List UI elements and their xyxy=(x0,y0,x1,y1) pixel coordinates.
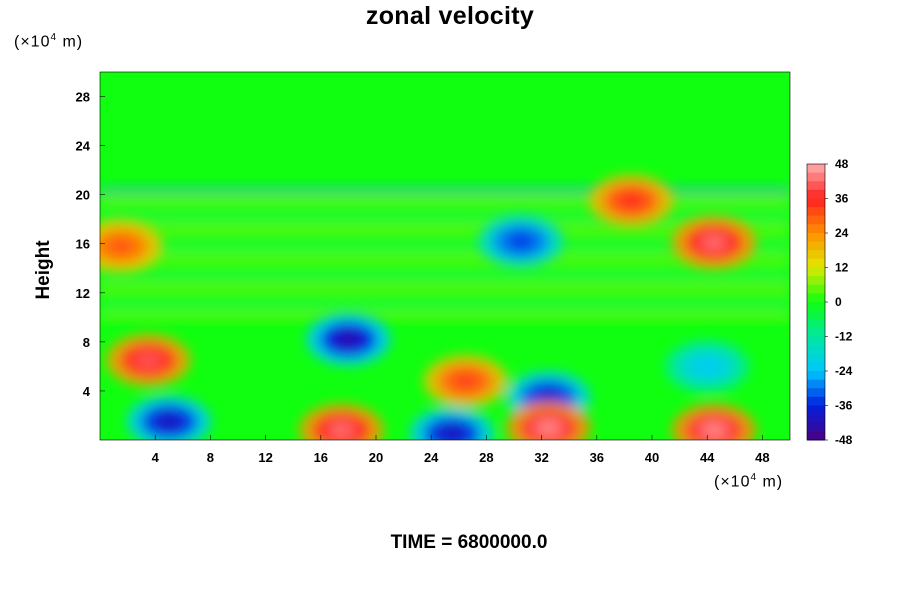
y-axis: 4 8 12 16 20 24 28 xyxy=(76,90,105,399)
colorbar-swatch xyxy=(807,172,825,182)
colorbar: 48 36 24 12 0 -12 -24 -36 -48 xyxy=(806,157,853,447)
y-axis-label: Height xyxy=(33,240,54,300)
colorbar-swatch xyxy=(807,164,825,174)
colorbar-swatch xyxy=(807,276,825,286)
turbulence-bands xyxy=(100,185,790,320)
heatmap-feature xyxy=(672,404,757,440)
chart-title: zonal velocity xyxy=(365,2,535,30)
y-tick-label: 12 xyxy=(76,286,90,301)
colorbar-swatch xyxy=(807,284,825,294)
heatmap-feature xyxy=(423,355,508,408)
colorbar-swatch xyxy=(807,267,825,277)
x-tick-label: 20 xyxy=(369,450,383,465)
plot-frame xyxy=(99,71,791,441)
colorbar-swatch xyxy=(807,371,825,381)
colorbar-swatch xyxy=(807,405,825,415)
heatmap-feature xyxy=(506,401,591,440)
colorbar-swatch xyxy=(807,353,825,363)
heatmap-feature xyxy=(478,215,563,268)
colorbar-swatch xyxy=(807,414,825,424)
colorbar-swatch xyxy=(807,302,825,312)
colorbar-tick-label: -48 xyxy=(835,433,853,447)
colorbar-tick-label: -36 xyxy=(835,399,853,413)
x-tick-label: 12 xyxy=(258,450,272,465)
colorbar-swatch xyxy=(807,224,825,234)
x-tick-label: 48 xyxy=(755,450,769,465)
y-tick-label: 20 xyxy=(76,188,90,203)
x-tick-label: 4 xyxy=(152,450,160,465)
heatmap-feature xyxy=(306,313,391,366)
colorbar-swatch xyxy=(807,362,825,372)
colorbar-swatch xyxy=(807,327,825,337)
heatmap-features xyxy=(100,174,757,440)
x-tick-label: 44 xyxy=(700,450,715,465)
colorbar-tick-label: -24 xyxy=(835,364,853,378)
colorbar-tick-label: -12 xyxy=(835,330,853,344)
colorbar-swatch xyxy=(807,310,825,320)
colorbar-swatch xyxy=(807,336,825,346)
x-tick-label: 8 xyxy=(207,450,214,465)
colorbar-swatch xyxy=(807,319,825,329)
colorbar-swatch xyxy=(807,379,825,389)
heatmap-feature xyxy=(100,220,163,273)
colorbar-tick-label: 24 xyxy=(835,226,849,240)
colorbar-swatch xyxy=(807,198,825,208)
y-tick-label: 24 xyxy=(76,139,91,154)
heatmap-feature xyxy=(409,407,494,440)
colorbar-tick-label: 0 xyxy=(835,295,842,309)
y-tick-label: 8 xyxy=(83,335,90,350)
colorbar-swatch xyxy=(807,233,825,243)
heatmap-feature xyxy=(589,174,674,227)
colorbar-swatch xyxy=(807,431,825,441)
colorbar-swatch xyxy=(807,189,825,199)
colorbar-swatch xyxy=(807,181,825,191)
y-tick-label: 16 xyxy=(76,237,90,252)
colorbar-tick-label: 12 xyxy=(835,261,849,275)
colorbar-swatch xyxy=(807,388,825,398)
x-unit-label: (×104 m) xyxy=(714,472,784,491)
colorbar-swatch xyxy=(807,207,825,217)
colorbar-swatch xyxy=(807,258,825,268)
x-tick-label: 32 xyxy=(534,450,548,465)
colorbar-swatch xyxy=(807,215,825,225)
x-tick-label: 16 xyxy=(314,450,328,465)
x-tick-label: 24 xyxy=(424,450,439,465)
x-tick-label: 36 xyxy=(590,450,604,465)
heatmap-feature xyxy=(127,395,211,440)
colorbar-tick-label: 48 xyxy=(835,157,849,171)
x-tick-label: 28 xyxy=(479,450,493,465)
heatmap-feature xyxy=(106,334,191,387)
heatmap-feature xyxy=(299,404,384,440)
colorbar-swatch xyxy=(807,250,825,260)
colorbar-swatch xyxy=(807,345,825,355)
colorbar-swatch xyxy=(807,293,825,303)
x-tick-label: 40 xyxy=(645,450,659,465)
y-tick-label: 28 xyxy=(76,90,90,105)
heatmap-feature xyxy=(672,216,757,269)
x-axis: 4 8 12 16 20 24 28 32 36 40 44 48 xyxy=(152,435,770,465)
colorbar-tick-label: 36 xyxy=(835,192,849,206)
heatmap-feature xyxy=(665,340,750,393)
time-footer: TIME = 6800000.0 xyxy=(390,532,548,553)
colorbar-swatch xyxy=(807,396,825,406)
colorbar-swatch xyxy=(807,422,825,432)
y-unit-label: (×104 m) xyxy=(14,32,84,51)
y-tick-label: 4 xyxy=(83,384,91,399)
colorbar-swatch xyxy=(807,241,825,251)
